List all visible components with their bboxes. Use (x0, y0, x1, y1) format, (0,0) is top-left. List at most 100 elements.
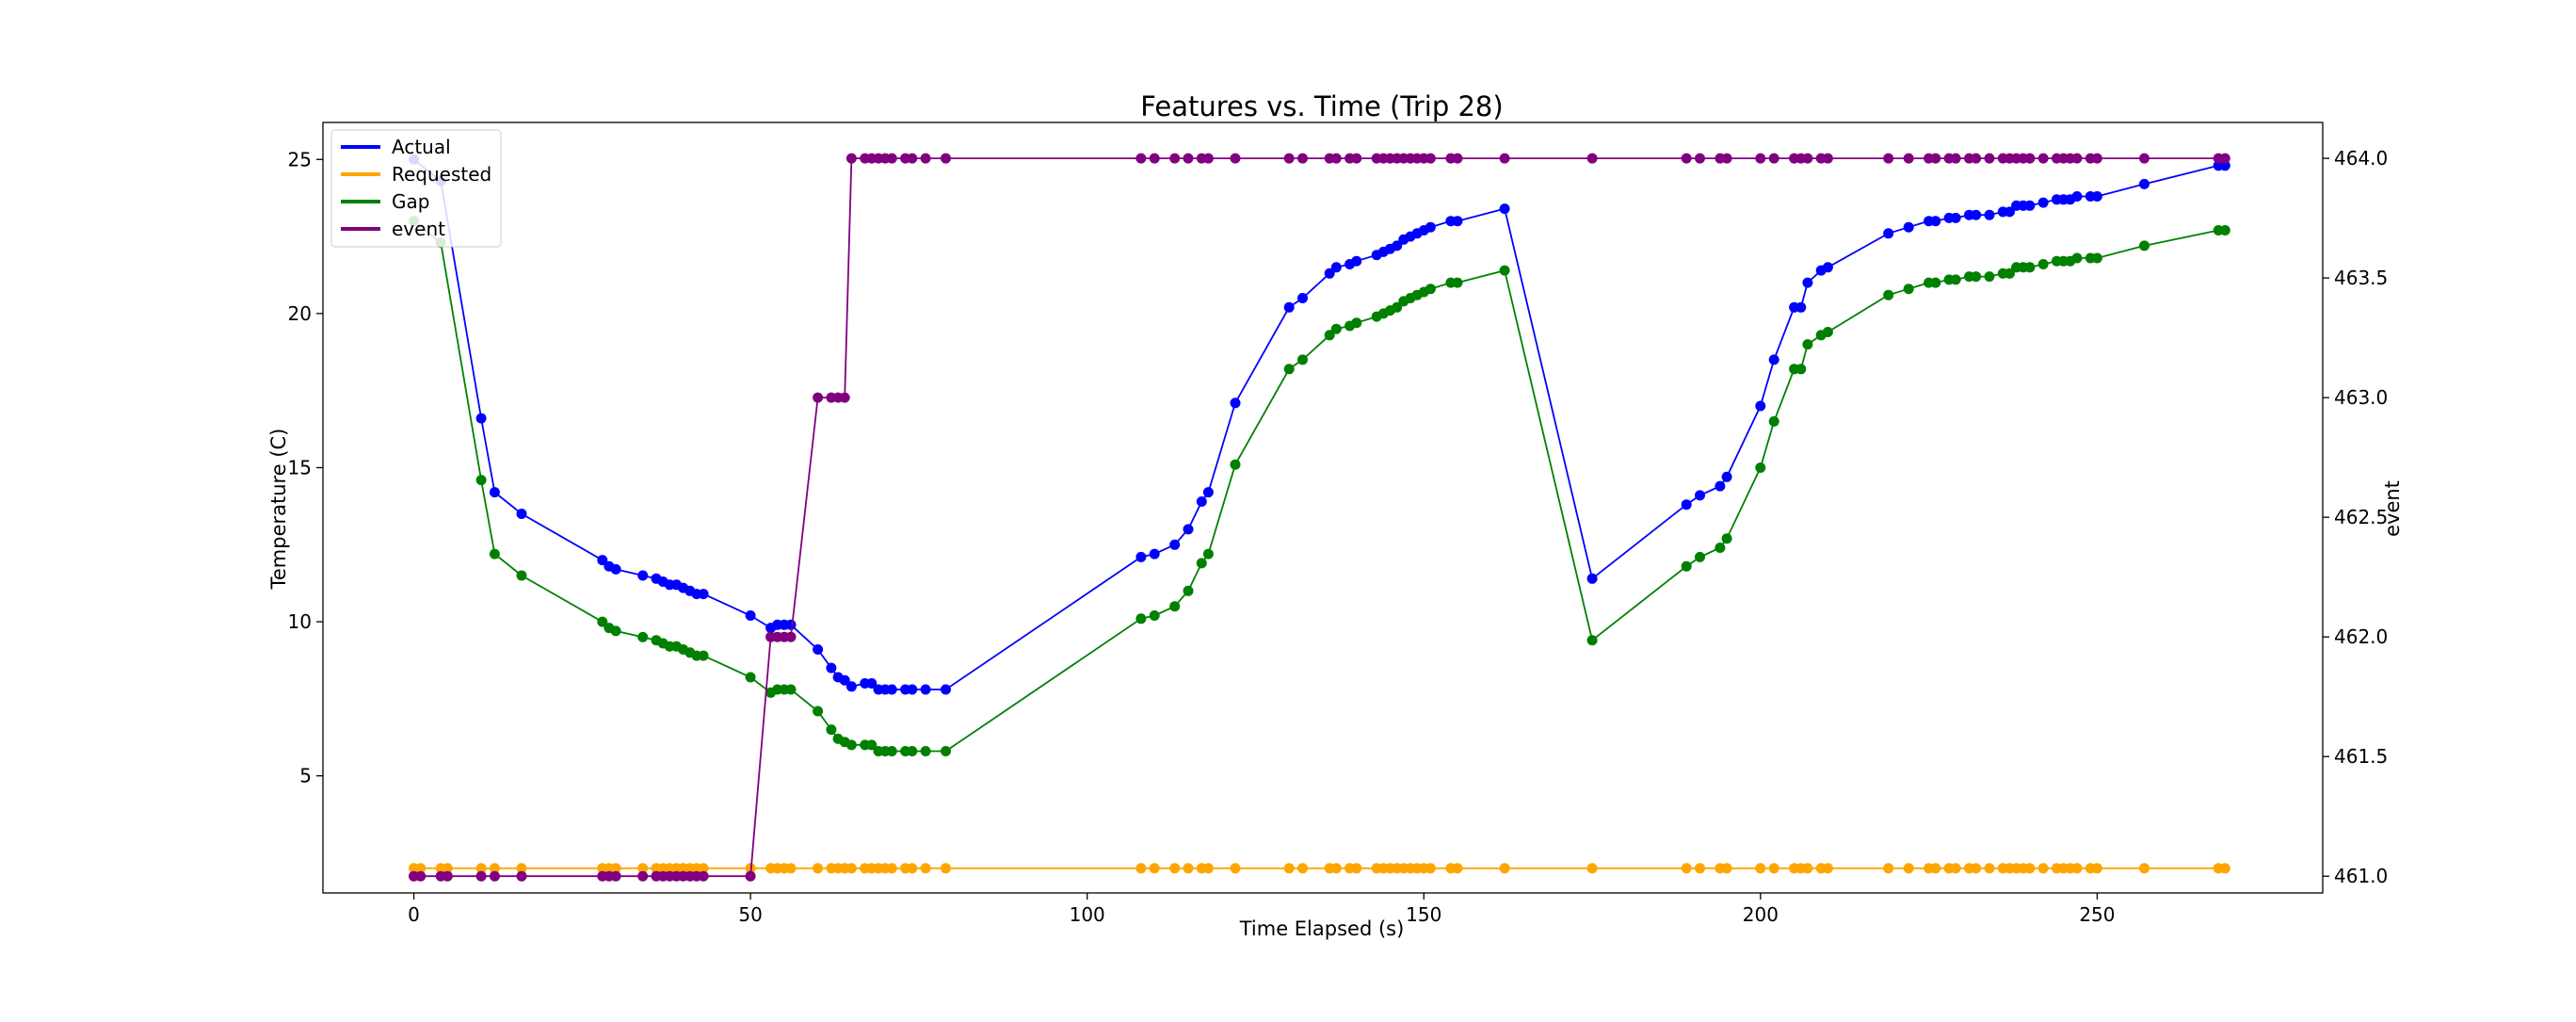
data-point-requested-80 (1950, 863, 1961, 874)
series-gap (409, 216, 2230, 756)
data-point-gap-17 (745, 672, 756, 683)
data-point-actual-3 (489, 487, 500, 498)
series-line-actual (412, 158, 2226, 690)
data-point-requested-4 (475, 863, 487, 874)
data-point-actual-2 (475, 413, 487, 424)
data-point-event-93 (2071, 153, 2083, 164)
data-point-actual-61 (1586, 573, 1598, 584)
data-point-actual-48 (1351, 255, 1362, 267)
data-point-event-45 (1283, 153, 1295, 164)
data-point-requested-24 (813, 863, 824, 874)
data-point-requested-76 (1903, 863, 1914, 874)
data-point-requested-74 (1822, 863, 1833, 874)
data-point-event-43 (1202, 153, 1214, 164)
data-point-event-24 (813, 392, 824, 403)
data-point-event-98 (2219, 153, 2230, 164)
y-tick-label-5: 5 (299, 765, 312, 787)
data-point-event-27 (839, 392, 850, 403)
data-point-event-82 (1971, 153, 1982, 164)
data-point-gap-5 (597, 616, 608, 627)
data-point-actual-66 (1755, 400, 1766, 412)
data-point-actual-4 (516, 509, 527, 519)
data-point-gap-40 (1196, 558, 1207, 569)
data-point-gap-93 (2091, 252, 2102, 264)
data-point-requested-10 (637, 863, 649, 874)
y2-tick-label-0: 461.0 (2334, 865, 2388, 887)
data-point-requested-43 (1202, 863, 1214, 874)
data-point-event-64 (1681, 153, 1692, 164)
data-point-gap-33 (907, 746, 918, 756)
data-point-event-35 (907, 153, 918, 164)
x-axis-label: Time Elapsed (s) (1239, 917, 1405, 940)
data-point-gap-36 (1135, 613, 1147, 625)
data-point-event-28 (845, 153, 857, 164)
data-point-actual-44 (1297, 293, 1308, 303)
data-point-actual-70 (1802, 277, 1813, 288)
data-point-requested-50 (1351, 863, 1362, 874)
data-point-gap-94 (2139, 240, 2149, 251)
data-point-requested-44 (1230, 863, 1241, 874)
data-point-event-19 (745, 870, 756, 882)
chart-title: Features vs. Time (Trip 28) (1140, 90, 1503, 122)
data-point-event-44 (1230, 153, 1241, 164)
data-point-event-9 (610, 870, 621, 882)
data-point-event-67 (1721, 153, 1732, 164)
legend: Actual Requested Gap event (330, 129, 502, 248)
y-tick-label-20: 20 (288, 302, 312, 325)
data-point-event-38 (1135, 153, 1147, 164)
data-point-gap-62 (1681, 560, 1692, 572)
data-point-event-1 (415, 870, 427, 882)
data-point-event-3 (442, 870, 453, 882)
series-event (409, 153, 2230, 882)
data-point-actual-40 (1196, 496, 1207, 507)
data-point-gap-44 (1297, 354, 1308, 365)
data-point-gap-38 (1169, 601, 1181, 612)
data-point-actual-35 (941, 684, 951, 695)
data-point-actual-43 (1283, 301, 1295, 313)
data-point-gap-52 (1392, 301, 1403, 313)
data-point-actual-37 (1149, 548, 1160, 560)
y2-tick-label-1: 461.5 (2334, 745, 2388, 768)
data-point-event-10 (637, 870, 649, 882)
data-point-gap-61 (1586, 635, 1598, 646)
data-point-actual-31 (886, 684, 897, 695)
data-point-actual-46 (1330, 262, 1342, 273)
data-point-requested-18 (698, 863, 709, 874)
data-point-actual-86 (2024, 200, 2036, 211)
data-point-actual-22 (813, 644, 824, 655)
data-point-gap-35 (941, 746, 951, 756)
series-actual (409, 154, 2230, 695)
data-point-requested-95 (2091, 863, 2102, 874)
data-point-actual-41 (1202, 487, 1214, 498)
data-point-gap-2 (475, 475, 487, 486)
data-point-event-74 (1822, 153, 1833, 164)
data-point-actual-52 (1392, 240, 1403, 251)
series-layer (409, 153, 2230, 882)
data-point-actual-57 (1425, 221, 1436, 233)
data-point-actual-74 (1903, 221, 1914, 233)
data-point-gap-87 (2037, 259, 2049, 269)
x-tick-label-150: 150 (1406, 903, 1441, 926)
data-point-gap-66 (1755, 462, 1766, 473)
data-point-requested-69 (1768, 863, 1779, 874)
data-point-gap-21 (785, 684, 797, 695)
data-point-event-36 (920, 153, 931, 164)
data-point-actual-21 (785, 619, 797, 630)
data-point-requested-23 (785, 863, 797, 874)
data-point-gap-7 (610, 625, 621, 637)
data-point-event-63 (1586, 153, 1598, 164)
data-point-actual-60 (1499, 203, 1510, 215)
y2-tick-label-2: 462.0 (2334, 625, 2388, 648)
data-point-gap-72 (1822, 327, 1833, 337)
data-point-requested-40 (1169, 863, 1181, 874)
data-point-requested-82 (1971, 863, 1982, 874)
data-point-actual-93 (2091, 191, 2102, 202)
data-point-event-5 (489, 870, 500, 882)
y-tick-label-25: 25 (288, 148, 312, 170)
data-point-actual-38 (1169, 539, 1181, 550)
data-point-event-61 (1452, 153, 1463, 164)
data-point-actual-39 (1183, 524, 1194, 535)
data-point-event-80 (1950, 153, 1961, 164)
data-point-gap-31 (886, 746, 897, 756)
